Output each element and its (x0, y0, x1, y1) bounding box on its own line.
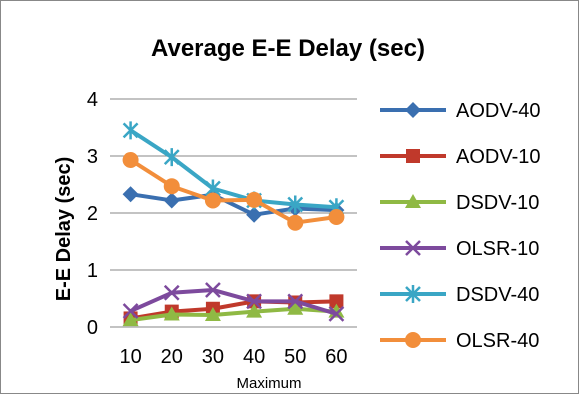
data-point (329, 294, 344, 309)
y-tick-label: 2 (87, 203, 98, 225)
y-tick-label: 0 (87, 317, 98, 339)
data-point (122, 186, 139, 203)
data-point (287, 300, 304, 315)
legend-entry-label: DSDV-40 (456, 284, 539, 306)
data-point (287, 214, 304, 231)
data-point (163, 306, 180, 321)
legend-swatch-marker (406, 149, 420, 163)
legend-entry-label: AODV-10 (456, 146, 540, 168)
data-point (122, 151, 139, 168)
data-point (122, 303, 139, 319)
series-line (129, 128, 337, 210)
legend-swatch-marker (405, 240, 421, 256)
x-tick-label: 10 (119, 346, 141, 368)
x-axis-label: Maximum (236, 375, 301, 392)
data-point (328, 306, 345, 322)
y-tick-label: 3 (87, 146, 98, 168)
x-tick-label: 20 (161, 346, 183, 368)
legend-entry-label: OLSR-40 (456, 330, 539, 352)
data-point (246, 293, 262, 310)
legend-swatch-marker (405, 332, 421, 348)
y-tick-label: 1 (87, 260, 98, 282)
data-point (246, 206, 263, 223)
data-point (204, 192, 221, 209)
series-line (129, 287, 337, 316)
legend-swatch-marker (405, 285, 421, 303)
y-tick-label: 4 (87, 89, 98, 111)
x-tick-label: 50 (284, 346, 306, 368)
series-line (130, 306, 337, 323)
data-point (122, 121, 139, 140)
y-axis-label: E-E Delay (sec) (53, 157, 75, 302)
data-point (163, 148, 180, 167)
chart-title: Average E-E Delay (sec) (151, 35, 425, 62)
data-point (163, 284, 180, 301)
x-tick-label: 40 (243, 346, 265, 368)
legend-entry-label: OLSR-10 (456, 238, 539, 260)
data-point (287, 195, 304, 214)
legend-entry-label: DSDV-10 (456, 192, 539, 214)
data-point (204, 307, 221, 322)
x-tick-label: 60 (325, 346, 347, 368)
legend: AODV-40 AODV-10 DSDV-10 OLSR-10 DSDV-40 OLSR-… (380, 100, 540, 352)
x-tick-label: 30 (202, 346, 224, 368)
data-point (287, 293, 304, 310)
data-point (122, 312, 139, 327)
data-point (163, 178, 180, 195)
legend-entry-label: AODV-40 (456, 100, 540, 122)
data-point (205, 282, 221, 298)
data-point (246, 303, 263, 318)
gridlines (110, 98, 357, 271)
data-point (163, 192, 180, 209)
data-point (246, 191, 263, 208)
series-lines (122, 121, 345, 327)
axes: 0 1 2 3 4 10 20 30 40 50 60 (87, 89, 357, 368)
legend-swatch-marker (405, 194, 421, 208)
data-point (328, 208, 345, 225)
legend-swatch-marker (405, 102, 421, 118)
